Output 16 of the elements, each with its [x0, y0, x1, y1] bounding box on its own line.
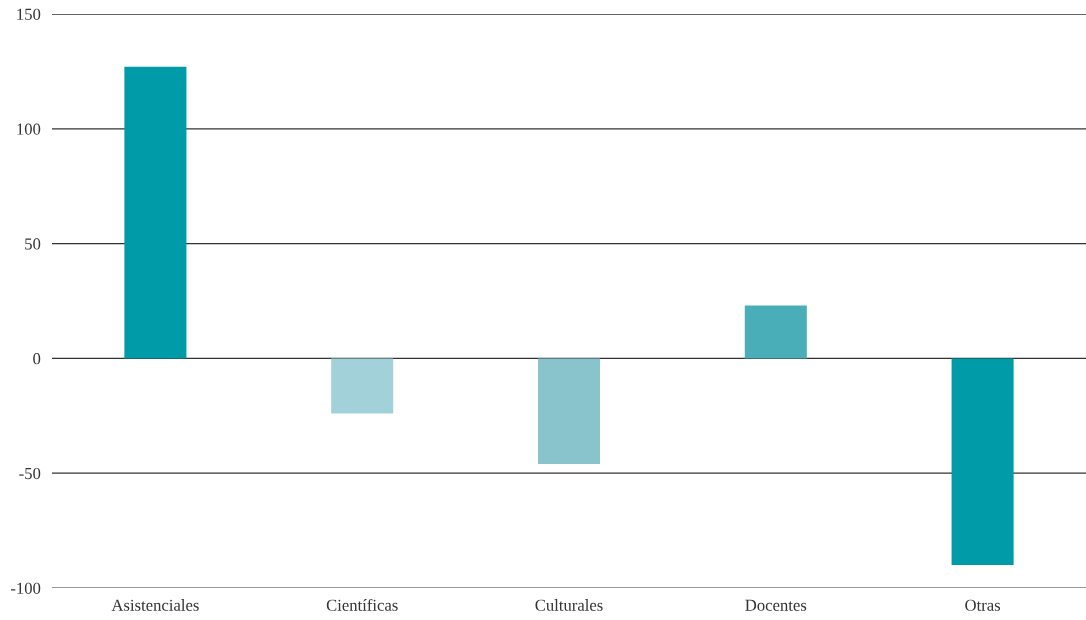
x-tick-label: Culturales — [535, 599, 603, 611]
y-tick-label: 150 — [17, 8, 41, 20]
y-tick-label: -50 — [19, 467, 41, 480]
y-tick-label: -100 — [10, 582, 41, 594]
y-tick-label: 0 — [33, 353, 41, 365]
bar — [744, 305, 807, 359]
bar — [951, 358, 1014, 566]
y-tick-label: 100 — [17, 123, 41, 135]
x-tick-label: Docentes — [745, 599, 807, 611]
y-tick-label: 50 — [25, 238, 41, 250]
x-tick-label: Científicas — [326, 598, 398, 611]
x-tick-label: Otras — [965, 599, 1001, 611]
bar — [537, 358, 601, 465]
x-tick-label: Asistenciales — [111, 599, 199, 611]
bar — [331, 358, 394, 414]
bar — [124, 66, 187, 359]
